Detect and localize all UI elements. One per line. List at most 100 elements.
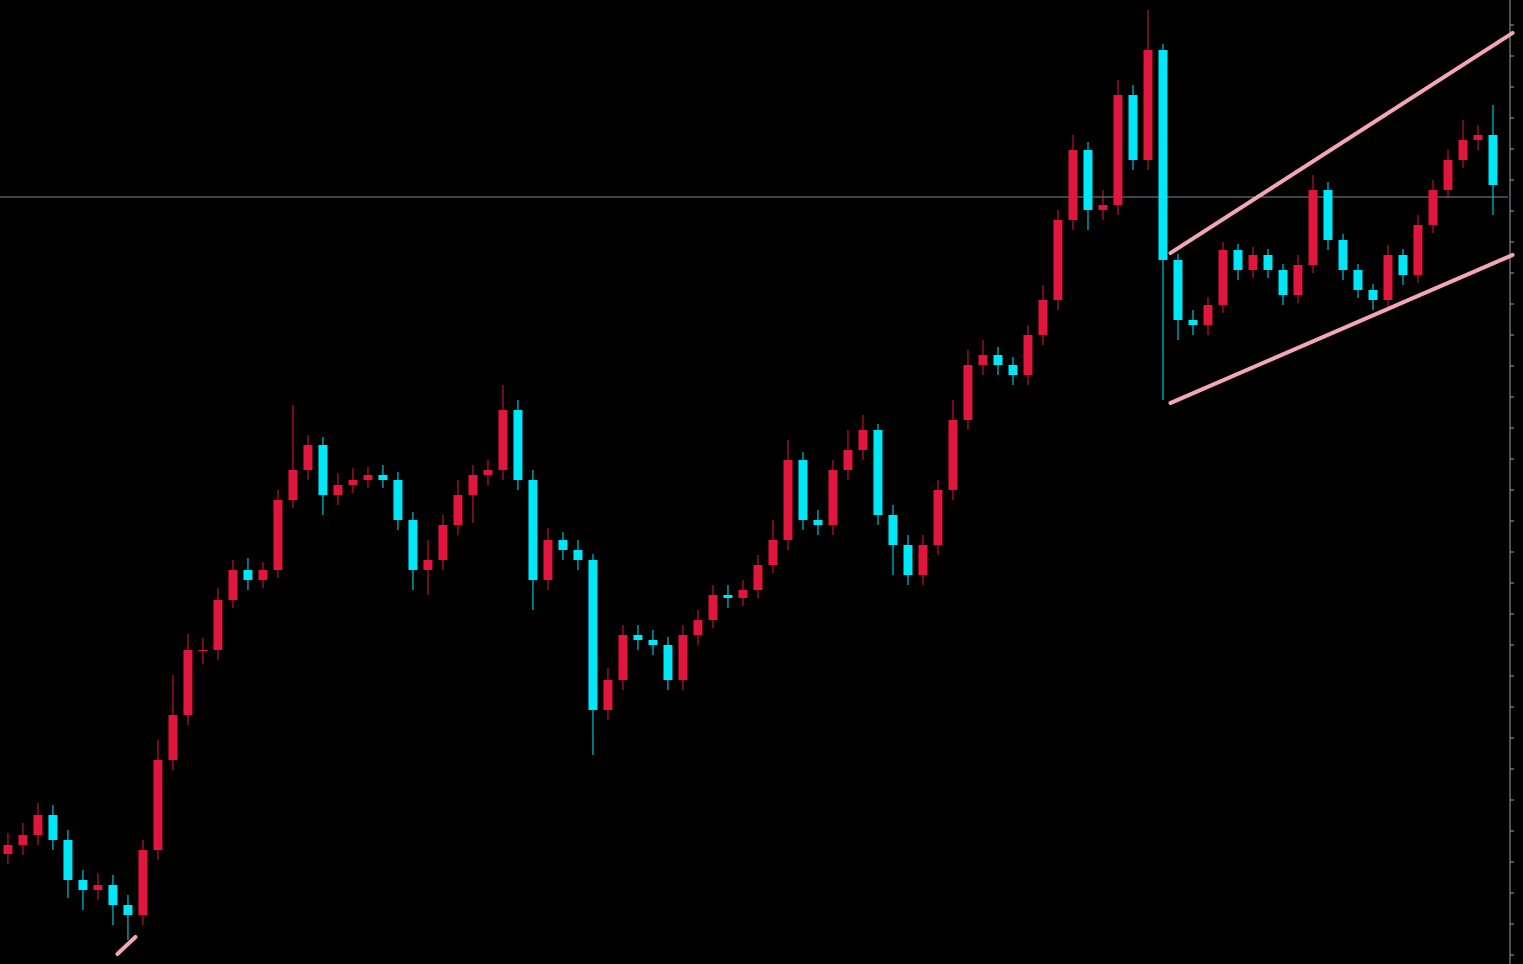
candle-body	[153, 760, 163, 850]
candle-body	[108, 885, 118, 905]
candle-body	[768, 540, 778, 565]
candle-body	[1428, 190, 1438, 225]
candle-body	[438, 525, 448, 560]
candle-body	[573, 550, 583, 560]
candle-body	[3, 845, 13, 854]
candle-body	[1248, 255, 1258, 270]
candle-body	[1308, 190, 1318, 265]
candle-body	[48, 815, 58, 840]
candle-body	[393, 480, 403, 520]
trend-line	[1168, 253, 1515, 405]
candle-body	[213, 600, 223, 650]
candle-body	[993, 355, 1003, 365]
candle-body	[198, 650, 208, 651]
candle-body	[588, 560, 598, 710]
candle-body	[723, 595, 733, 598]
candle-body	[1488, 135, 1498, 185]
candle-body	[138, 850, 148, 915]
candle-body	[93, 885, 103, 890]
candle-body	[453, 495, 463, 525]
candle-body	[738, 590, 748, 598]
candle-body	[1398, 255, 1408, 275]
candle-body	[1158, 50, 1168, 260]
candle-body	[1023, 335, 1033, 375]
candle-body	[1143, 50, 1153, 160]
candle-body	[378, 475, 388, 480]
candle-body	[333, 485, 343, 495]
candle-body	[633, 635, 643, 640]
candle-body	[288, 470, 298, 500]
candle-body	[798, 460, 808, 520]
candle-body	[963, 365, 973, 420]
candle-body	[1383, 255, 1393, 300]
trend-line	[1168, 31, 1515, 255]
candle-body	[888, 515, 898, 545]
candle-body	[63, 840, 73, 880]
candle-body	[1113, 95, 1123, 205]
candle-body	[258, 570, 268, 580]
candle-body	[1443, 160, 1453, 190]
candle-body	[528, 480, 538, 580]
candle-body	[693, 620, 703, 635]
candle-body	[543, 540, 553, 580]
candle-body	[1203, 305, 1213, 325]
candle-body	[123, 905, 133, 915]
candle-body	[1038, 300, 1048, 335]
candle-body	[18, 835, 28, 845]
candle-body	[1338, 240, 1348, 270]
candle-body	[1218, 250, 1228, 305]
candle-body	[1278, 270, 1288, 295]
candle-body	[708, 595, 718, 620]
candle-body	[1293, 265, 1303, 295]
candle-body	[423, 560, 433, 570]
candle-body	[978, 355, 988, 365]
candle-body	[363, 475, 373, 480]
candle-body	[783, 460, 793, 540]
trend-line	[115, 935, 138, 956]
candle-body	[753, 565, 763, 590]
candle-body	[648, 640, 658, 645]
candle-body	[843, 450, 853, 470]
candle-body	[1368, 290, 1378, 300]
candle-body	[468, 475, 478, 495]
candle-body	[1098, 205, 1108, 210]
candle-body	[603, 680, 613, 710]
candle-body	[318, 445, 328, 495]
candle-body	[663, 645, 673, 680]
candle-body	[228, 570, 238, 600]
candle-body	[933, 490, 943, 545]
candle-body	[498, 410, 508, 470]
candle-body	[873, 430, 883, 515]
candle-body	[273, 500, 283, 570]
candle-body	[618, 635, 628, 680]
candle-body	[858, 430, 868, 450]
candle-body	[1233, 250, 1243, 270]
candle-body	[813, 520, 823, 525]
candle-body	[1173, 260, 1183, 320]
candle-body	[828, 470, 838, 525]
candle-body	[1458, 140, 1468, 160]
candle-body	[168, 715, 178, 760]
candle-body	[408, 520, 418, 570]
candle-body	[678, 635, 688, 680]
candle-body	[558, 540, 568, 550]
candle-body	[33, 815, 43, 835]
candle-body	[918, 545, 928, 575]
candle-body	[1323, 190, 1333, 240]
candle-body	[1128, 95, 1138, 160]
candle-body	[1068, 150, 1078, 220]
candle-body	[513, 410, 523, 480]
candle-body	[948, 420, 958, 490]
candle-body	[78, 880, 88, 890]
candle-body	[483, 470, 493, 475]
candle-body	[1353, 270, 1363, 290]
candle-body	[1473, 135, 1483, 140]
candle-body	[243, 570, 253, 580]
candle-body	[903, 545, 913, 575]
candle-body	[1188, 320, 1198, 325]
candle-body	[303, 445, 313, 470]
candle-body	[1263, 255, 1273, 270]
